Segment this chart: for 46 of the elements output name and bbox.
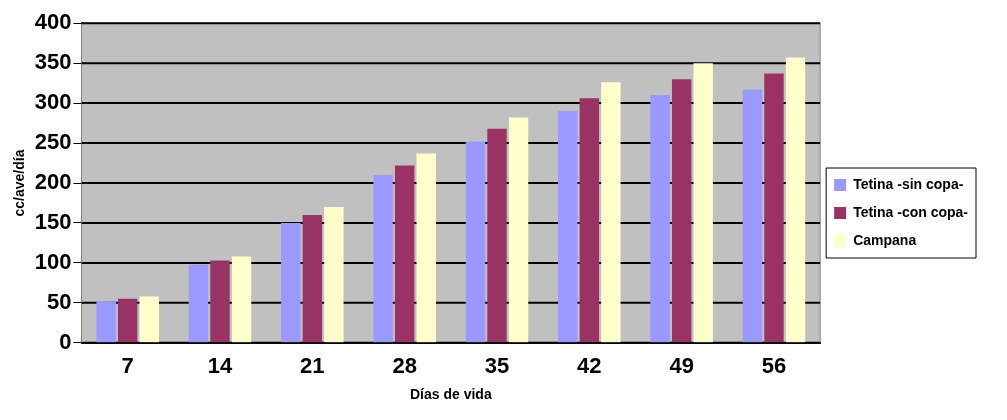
bar [508, 117, 529, 343]
bar [579, 98, 600, 343]
y-tick-label: 100 [34, 248, 72, 274]
legend-label: Campana [853, 231, 917, 248]
x-tick-label: 49 [669, 353, 694, 379]
bar [117, 298, 138, 343]
bar [693, 63, 713, 343]
legend-label: Tetina -sin copa- [853, 175, 964, 192]
bar [188, 264, 209, 343]
x-tick-label: 42 [577, 353, 602, 379]
x-tick-label: 21 [300, 353, 325, 379]
bar [601, 82, 621, 343]
bar [671, 79, 692, 343]
bar [742, 89, 763, 343]
x-tick-label: 28 [392, 353, 417, 379]
y-tick-label: 50 [47, 288, 72, 314]
x-tick-label: 7 [121, 353, 134, 379]
legend-label: Tetina -con copa- [853, 203, 969, 220]
y-tick-label: 400 [34, 9, 72, 35]
bar [416, 153, 436, 343]
bar [210, 260, 230, 343]
y-tick-label: 150 [34, 209, 72, 235]
bar [231, 256, 252, 343]
bar [324, 206, 344, 343]
y-axis-title: cc/ave/día [11, 149, 28, 217]
x-tick-label: 56 [761, 353, 787, 379]
bar [302, 214, 323, 343]
y-tick-label: 250 [34, 129, 72, 155]
bar [487, 128, 507, 343]
y-tick-label: 0 [59, 328, 72, 354]
bar [650, 95, 670, 343]
bar [139, 296, 159, 343]
bar [764, 73, 784, 343]
x-tick-label: 14 [207, 353, 233, 379]
bar [558, 111, 578, 343]
x-axis-title: Días de vida [409, 386, 492, 403]
bar [281, 222, 301, 343]
bar [465, 141, 486, 343]
y-tick-label: 200 [34, 169, 72, 195]
bar [785, 57, 806, 343]
y-tick-label: 350 [34, 49, 72, 75]
bar [394, 165, 415, 343]
y-tick-label: 300 [34, 89, 72, 115]
bar [373, 175, 393, 343]
x-tick-label: 35 [484, 353, 510, 379]
bar [96, 301, 116, 343]
